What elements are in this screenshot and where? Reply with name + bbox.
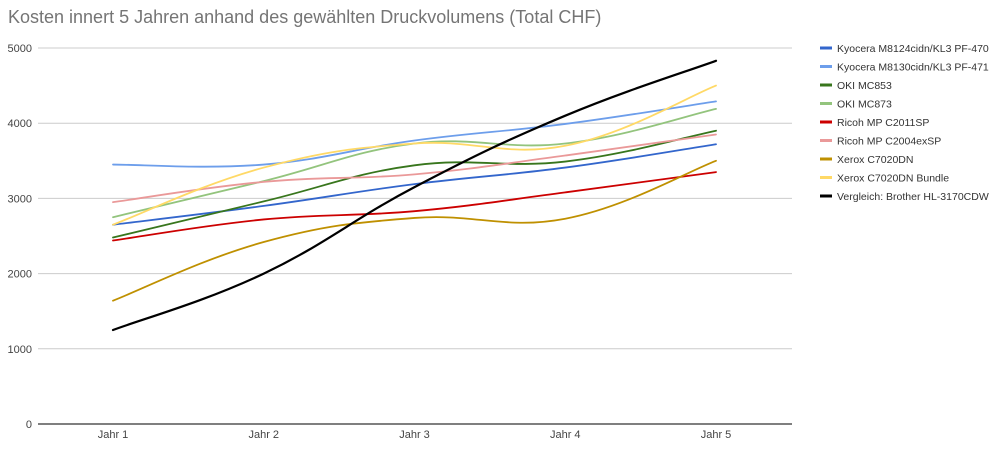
legend-label: Xerox C7020DN (837, 154, 913, 166)
series-lines (111, 59, 718, 332)
x-tick-label: Jahr 5 (701, 429, 732, 441)
series-line (112, 171, 717, 242)
legend-label: Vergleich: Brother HL-3170CDW (837, 191, 989, 203)
series-line (112, 129, 717, 239)
y-tick-label: 4000 (8, 118, 32, 130)
y-tick-label: 0 (26, 419, 32, 431)
legend-label: OKI MC873 (837, 99, 892, 111)
x-tick-label: Jahr 1 (98, 429, 129, 441)
x-tick-label: Jahr 4 (550, 429, 581, 441)
grid-lines (38, 47, 792, 425)
series-line (112, 84, 717, 226)
y-tick-label: 1000 (8, 344, 32, 356)
y-tick-label: 3000 (8, 193, 32, 205)
series-line (112, 133, 717, 204)
legend-label: Ricoh MP C2004exSP (837, 136, 941, 148)
legend-label: Kyocera M8124cidn/KL3 PF-470 (837, 43, 989, 55)
series-line (112, 100, 717, 168)
y-tick-label: 5000 (8, 43, 32, 55)
legend-label: Ricoh MP C2011SP (837, 117, 929, 129)
legend-label: Kyocera M8130cidn/KL3 PF-471 (837, 62, 989, 74)
chart-title: Kosten innert 5 Jahren anhand des gewähl… (8, 7, 602, 27)
legend-label: Xerox C7020DN Bundle (837, 173, 949, 185)
series-line (112, 143, 717, 226)
legend-label: OKI MC853 (837, 80, 892, 92)
series-line (111, 59, 718, 332)
x-tick-label: Jahr 2 (248, 429, 279, 441)
series-line (112, 159, 717, 302)
axis-labels: 0 1000 2000 3000 4000 5000 Jahr 1 Jahr 2 Jahr 3 J… (8, 43, 732, 441)
x-tick-label: Jahr 3 (399, 429, 430, 441)
legend: Kyocera M8124cidn/KL3 PF-470 Kyocera M813… (820, 43, 989, 203)
y-tick-label: 2000 (8, 269, 32, 281)
